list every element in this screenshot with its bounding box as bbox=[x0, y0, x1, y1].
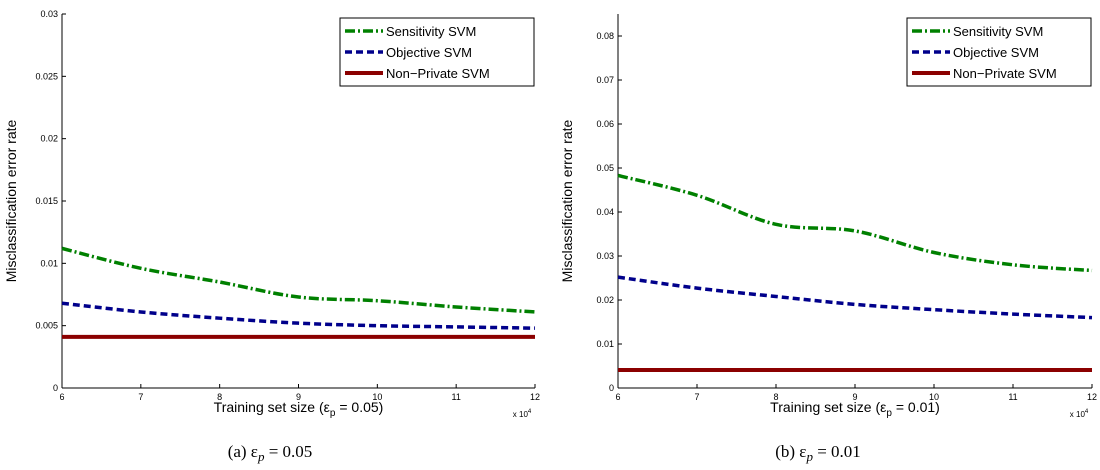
legend-label-3: Non−Private SVM bbox=[386, 66, 490, 81]
x-tick-label: 11 bbox=[451, 392, 460, 402]
series-line-2 bbox=[617, 275, 1093, 320]
x-tick-label: 6 bbox=[59, 392, 64, 402]
x-tick-label: 10 bbox=[372, 392, 382, 402]
legend-label-2: Objective SVM bbox=[386, 45, 472, 60]
y-tick-label: 0 bbox=[53, 383, 58, 393]
x-tick-label: 11 bbox=[1008, 392, 1017, 402]
chart-panel-2: 0 0.01 0.02 0.03 0.04 0.05 0.06 0.07 0.08 6 7 8 9 10 1… bbox=[559, 14, 1097, 464]
y-tick-label: 0.01 bbox=[596, 339, 614, 349]
y-tick-label: 0.015 bbox=[35, 196, 58, 206]
x-multiplier-label: x 104 bbox=[1070, 409, 1089, 419]
y-tick-label: 0 bbox=[609, 383, 614, 393]
x-ticks: 6 7 8 9 10 11 12 bbox=[615, 384, 1097, 402]
series-line-1 bbox=[617, 173, 1093, 273]
y-ticks: 0 0.01 0.02 0.03 0.04 0.05 0.06 0.07 0.08 bbox=[596, 31, 622, 393]
chart-panel-1: 0 0.005 0.01 0.015 0.02 0.025 0.03 6 7 8 9 10 11 12 x … bbox=[3, 9, 540, 464]
y-tick-label: 0.05 bbox=[596, 163, 614, 173]
panel-caption: (a) εp = 0.05 bbox=[228, 442, 313, 464]
y-tick-label: 0.07 bbox=[596, 75, 614, 85]
y-axis-label: Misclassification error rate bbox=[3, 119, 19, 282]
y-axis-label: Misclassification error rate bbox=[559, 119, 575, 282]
x-tick-label: 12 bbox=[1087, 392, 1097, 402]
y-tick-label: 0.04 bbox=[596, 207, 614, 217]
y-tick-label: 0.08 bbox=[596, 31, 614, 41]
x-tick-label: 8 bbox=[773, 392, 778, 402]
x-tick-label: 8 bbox=[217, 392, 222, 402]
series-line-2 bbox=[61, 301, 536, 330]
legend: Sensitivity SVM Objective SVM Non−Private … bbox=[906, 17, 1092, 87]
legend: Sensitivity SVM Objective SVM Non−Private … bbox=[339, 17, 535, 87]
y-tick-label: 0.005 bbox=[35, 321, 58, 331]
x-tick-label: 10 bbox=[929, 392, 939, 402]
y-tick-label: 0.02 bbox=[596, 295, 614, 305]
series-line-1 bbox=[61, 246, 536, 314]
x-tick-label: 9 bbox=[852, 392, 857, 402]
x-axis-label: Training set size (εp = 0.05) bbox=[214, 399, 384, 419]
y-tick-label: 0.02 bbox=[40, 134, 58, 144]
legend-label-2: Objective SVM bbox=[953, 45, 1039, 60]
x-tick-label: 7 bbox=[694, 392, 699, 402]
y-tick-label: 0.06 bbox=[596, 119, 614, 129]
x-axis-label: Training set size (εp = 0.01) bbox=[770, 399, 940, 419]
x-tick-label: 6 bbox=[615, 392, 620, 402]
legend-label-3: Non−Private SVM bbox=[953, 66, 1057, 81]
y-tick-label: 0.03 bbox=[596, 251, 614, 261]
x-tick-label: 9 bbox=[296, 392, 301, 402]
x-ticks: 6 7 8 9 10 11 12 bbox=[59, 384, 540, 402]
x-tick-label: 7 bbox=[138, 392, 143, 402]
panel-caption: (b) εp = 0.01 bbox=[775, 442, 861, 464]
x-multiplier-label: x 104 bbox=[513, 409, 532, 419]
y-ticks: 0 0.005 0.01 0.015 0.02 0.025 0.03 bbox=[35, 9, 66, 393]
x-tick-label: 12 bbox=[530, 392, 540, 402]
y-tick-label: 0.01 bbox=[40, 258, 58, 268]
y-tick-label: 0.025 bbox=[35, 71, 58, 81]
legend-label-1: Sensitivity SVM bbox=[386, 24, 476, 39]
legend-label-1: Sensitivity SVM bbox=[953, 24, 1043, 39]
y-tick-label: 0.03 bbox=[40, 9, 58, 19]
